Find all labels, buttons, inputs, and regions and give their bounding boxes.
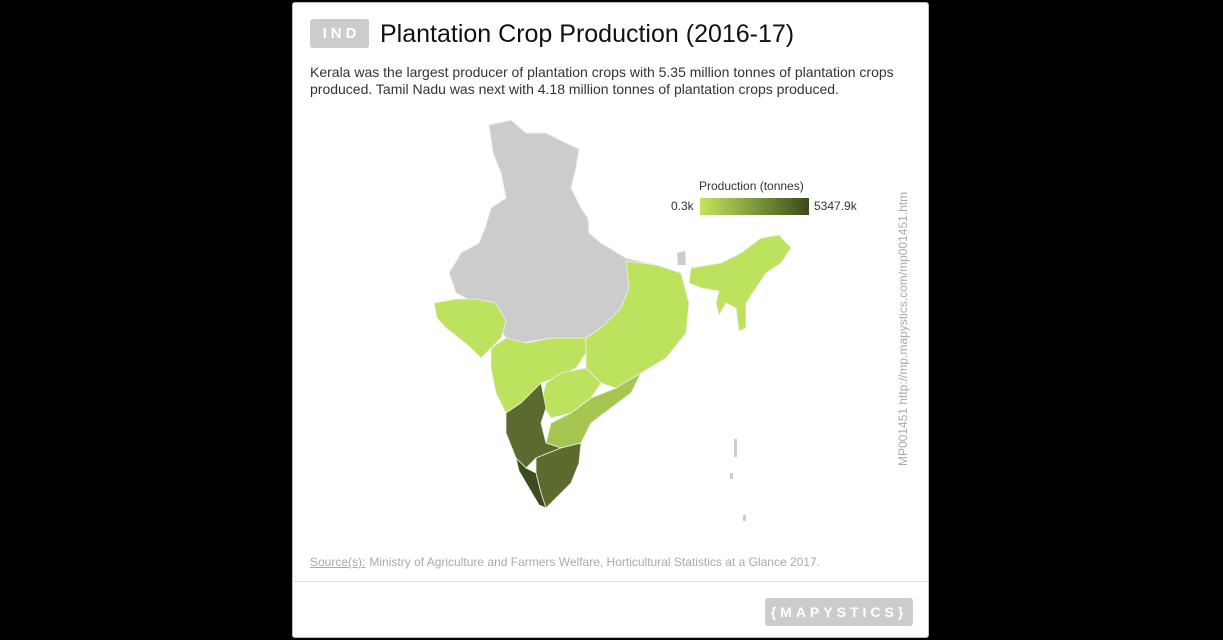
region-north-east [688, 234, 792, 332]
legend-max-label: 5347.9k [814, 199, 857, 213]
map-id-link[interactable]: MP001451 http://mp.mapystics.com/mp00145… [896, 191, 910, 466]
source-line: Source(s): Ministry of Agriculture and Fa… [310, 555, 820, 569]
mapystics-logo[interactable]: {MAPYSTICS} [765, 598, 913, 626]
page-title: Plantation Crop Production (2016-17) [380, 20, 795, 48]
region-karnataka [505, 382, 563, 469]
india-map [433, 119, 792, 521]
map-card: IND Plantation Crop Production (2016-17)… [292, 2, 929, 638]
legend-title: Production (tonnes) [699, 179, 804, 193]
source-label-link[interactable]: Source(s): [310, 555, 366, 569]
region-kerala [515, 456, 547, 509]
source-text: Ministry of Agriculture and Farmers Welf… [369, 555, 820, 569]
legend-gradient-bar [700, 198, 809, 215]
footer-divider [293, 581, 928, 582]
country-badge: IND [310, 19, 369, 48]
andaman-islands [730, 439, 746, 521]
legend-min-label: 0.3k [671, 199, 694, 213]
description: Kerala was the largest producer of plant… [310, 64, 894, 97]
